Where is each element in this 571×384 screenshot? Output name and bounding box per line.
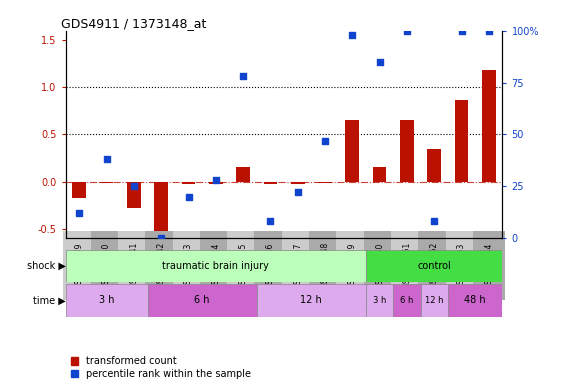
Bar: [366, 250, 502, 282]
Point: [293, 189, 302, 195]
Point: [320, 137, 329, 144]
Point: [75, 210, 84, 216]
Bar: [100, 182, 114, 184]
Bar: [209, 182, 223, 184]
Point: [375, 59, 384, 65]
Point: [429, 218, 439, 225]
Text: 6 h: 6 h: [400, 296, 413, 305]
Bar: [393, 284, 421, 317]
Point: [403, 28, 412, 34]
Bar: [127, 182, 140, 208]
Text: 3 h: 3 h: [99, 295, 114, 306]
Bar: [257, 284, 366, 317]
Bar: [373, 167, 387, 182]
Bar: [345, 120, 359, 182]
Bar: [236, 167, 250, 182]
Text: shock ▶: shock ▶: [27, 261, 66, 271]
Point: [102, 156, 111, 162]
Bar: [291, 182, 304, 184]
Bar: [482, 70, 496, 182]
Text: traumatic brain injury: traumatic brain injury: [162, 261, 270, 271]
Text: time ▶: time ▶: [33, 295, 66, 306]
Text: 48 h: 48 h: [464, 295, 486, 306]
Text: 6 h: 6 h: [194, 295, 210, 306]
Bar: [264, 182, 278, 184]
Point: [348, 32, 357, 38]
Point: [266, 218, 275, 225]
Legend: transformed count, percentile rank within the sample: transformed count, percentile rank withi…: [71, 356, 251, 379]
Bar: [73, 182, 86, 199]
Text: 3 h: 3 h: [373, 296, 387, 305]
Point: [239, 73, 248, 79]
Text: GDS4911 / 1373148_at: GDS4911 / 1373148_at: [61, 17, 207, 30]
Text: 12 h: 12 h: [300, 295, 322, 306]
Bar: [182, 182, 195, 184]
Bar: [421, 284, 448, 317]
Bar: [154, 182, 168, 230]
Point: [211, 177, 220, 183]
Bar: [400, 120, 414, 182]
Bar: [66, 250, 366, 282]
Text: control: control: [417, 261, 451, 271]
Bar: [455, 101, 468, 182]
Text: 12 h: 12 h: [425, 296, 444, 305]
Bar: [147, 284, 257, 317]
Point: [184, 194, 193, 200]
Point: [156, 235, 166, 241]
Bar: [366, 284, 393, 317]
Bar: [66, 284, 147, 317]
Bar: [428, 149, 441, 182]
Bar: [318, 182, 332, 184]
Point: [457, 28, 466, 34]
Point: [484, 28, 493, 34]
Bar: [448, 284, 502, 317]
Point: [130, 183, 139, 189]
